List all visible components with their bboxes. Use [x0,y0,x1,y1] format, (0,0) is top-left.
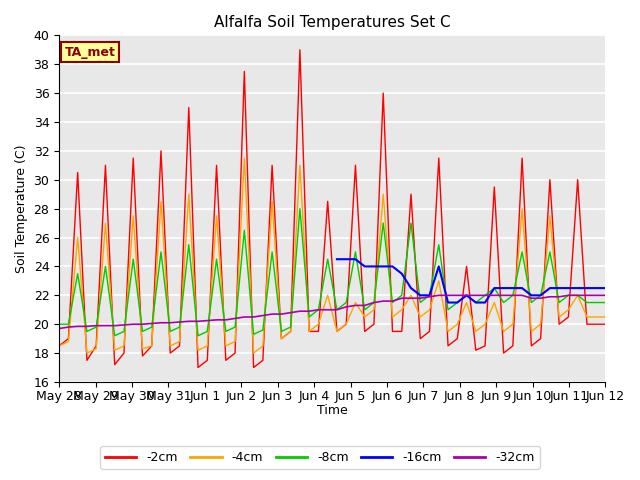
-16cm [333,256,340,262]
-8cm [111,333,118,338]
Line: -16cm: -16cm [337,259,605,302]
-16cm [556,285,563,291]
Line: -2cm: -2cm [59,50,605,368]
-16cm [472,300,479,305]
-32cm [55,325,63,331]
-4cm [157,199,165,204]
-16cm [509,285,516,291]
-2cm [204,358,211,363]
-8cm [222,328,230,334]
-2cm [194,365,202,371]
-8cm [204,328,211,334]
-16cm [602,285,609,291]
-16cm [564,285,572,291]
-8cm [241,228,248,233]
-16cm [593,285,600,291]
-32cm [602,292,609,298]
-16cm [380,264,387,269]
-8cm [296,206,304,212]
-32cm [194,318,202,324]
-16cm [370,264,378,269]
-16cm [481,300,489,305]
-4cm [602,314,609,320]
-32cm [212,317,220,323]
-16cm [398,271,406,276]
-4cm [250,350,257,356]
-2cm [241,69,248,74]
-32cm [231,315,239,321]
Legend: -2cm, -4cm, -8cm, -16cm, -32cm: -2cm, -4cm, -8cm, -16cm, -32cm [100,446,540,469]
Title: Alfalfa Soil Temperatures Set C: Alfalfa Soil Temperatures Set C [214,15,451,30]
-16cm [463,292,470,298]
-16cm [546,285,554,291]
-32cm [398,295,406,301]
-8cm [157,249,165,255]
-4cm [222,343,230,349]
-16cm [527,292,535,298]
-2cm [148,343,156,349]
-2cm [250,365,257,371]
-4cm [55,343,63,349]
-2cm [602,321,609,327]
-4cm [83,350,91,356]
-32cm [435,292,443,298]
-4cm [204,343,211,349]
Line: -8cm: -8cm [59,209,605,336]
Line: -4cm: -4cm [59,158,605,353]
-16cm [351,256,359,262]
-8cm [55,321,63,327]
-16cm [583,285,591,291]
-2cm [222,358,230,363]
-16cm [500,285,508,291]
-16cm [361,264,369,269]
-16cm [426,292,433,298]
-16cm [407,285,415,291]
Text: TA_met: TA_met [65,46,115,59]
Y-axis label: Soil Temperature (C): Soil Temperature (C) [15,144,28,273]
-16cm [518,285,526,291]
-16cm [490,285,498,291]
-2cm [296,47,304,53]
-16cm [342,256,350,262]
-16cm [417,292,424,298]
-32cm [241,314,248,320]
-8cm [602,300,609,305]
-16cm [388,264,396,269]
-8cm [250,331,257,337]
-16cm [444,300,452,305]
X-axis label: Time: Time [317,404,348,417]
-16cm [574,285,582,291]
-2cm [417,336,424,342]
-32cm [148,321,156,326]
-16cm [537,292,545,298]
-16cm [435,264,443,269]
Line: -32cm: -32cm [59,295,605,328]
-4cm [259,343,267,349]
-4cm [241,155,248,161]
-4cm [417,314,424,320]
-8cm [417,300,424,305]
-2cm [55,343,63,349]
-16cm [454,300,461,305]
